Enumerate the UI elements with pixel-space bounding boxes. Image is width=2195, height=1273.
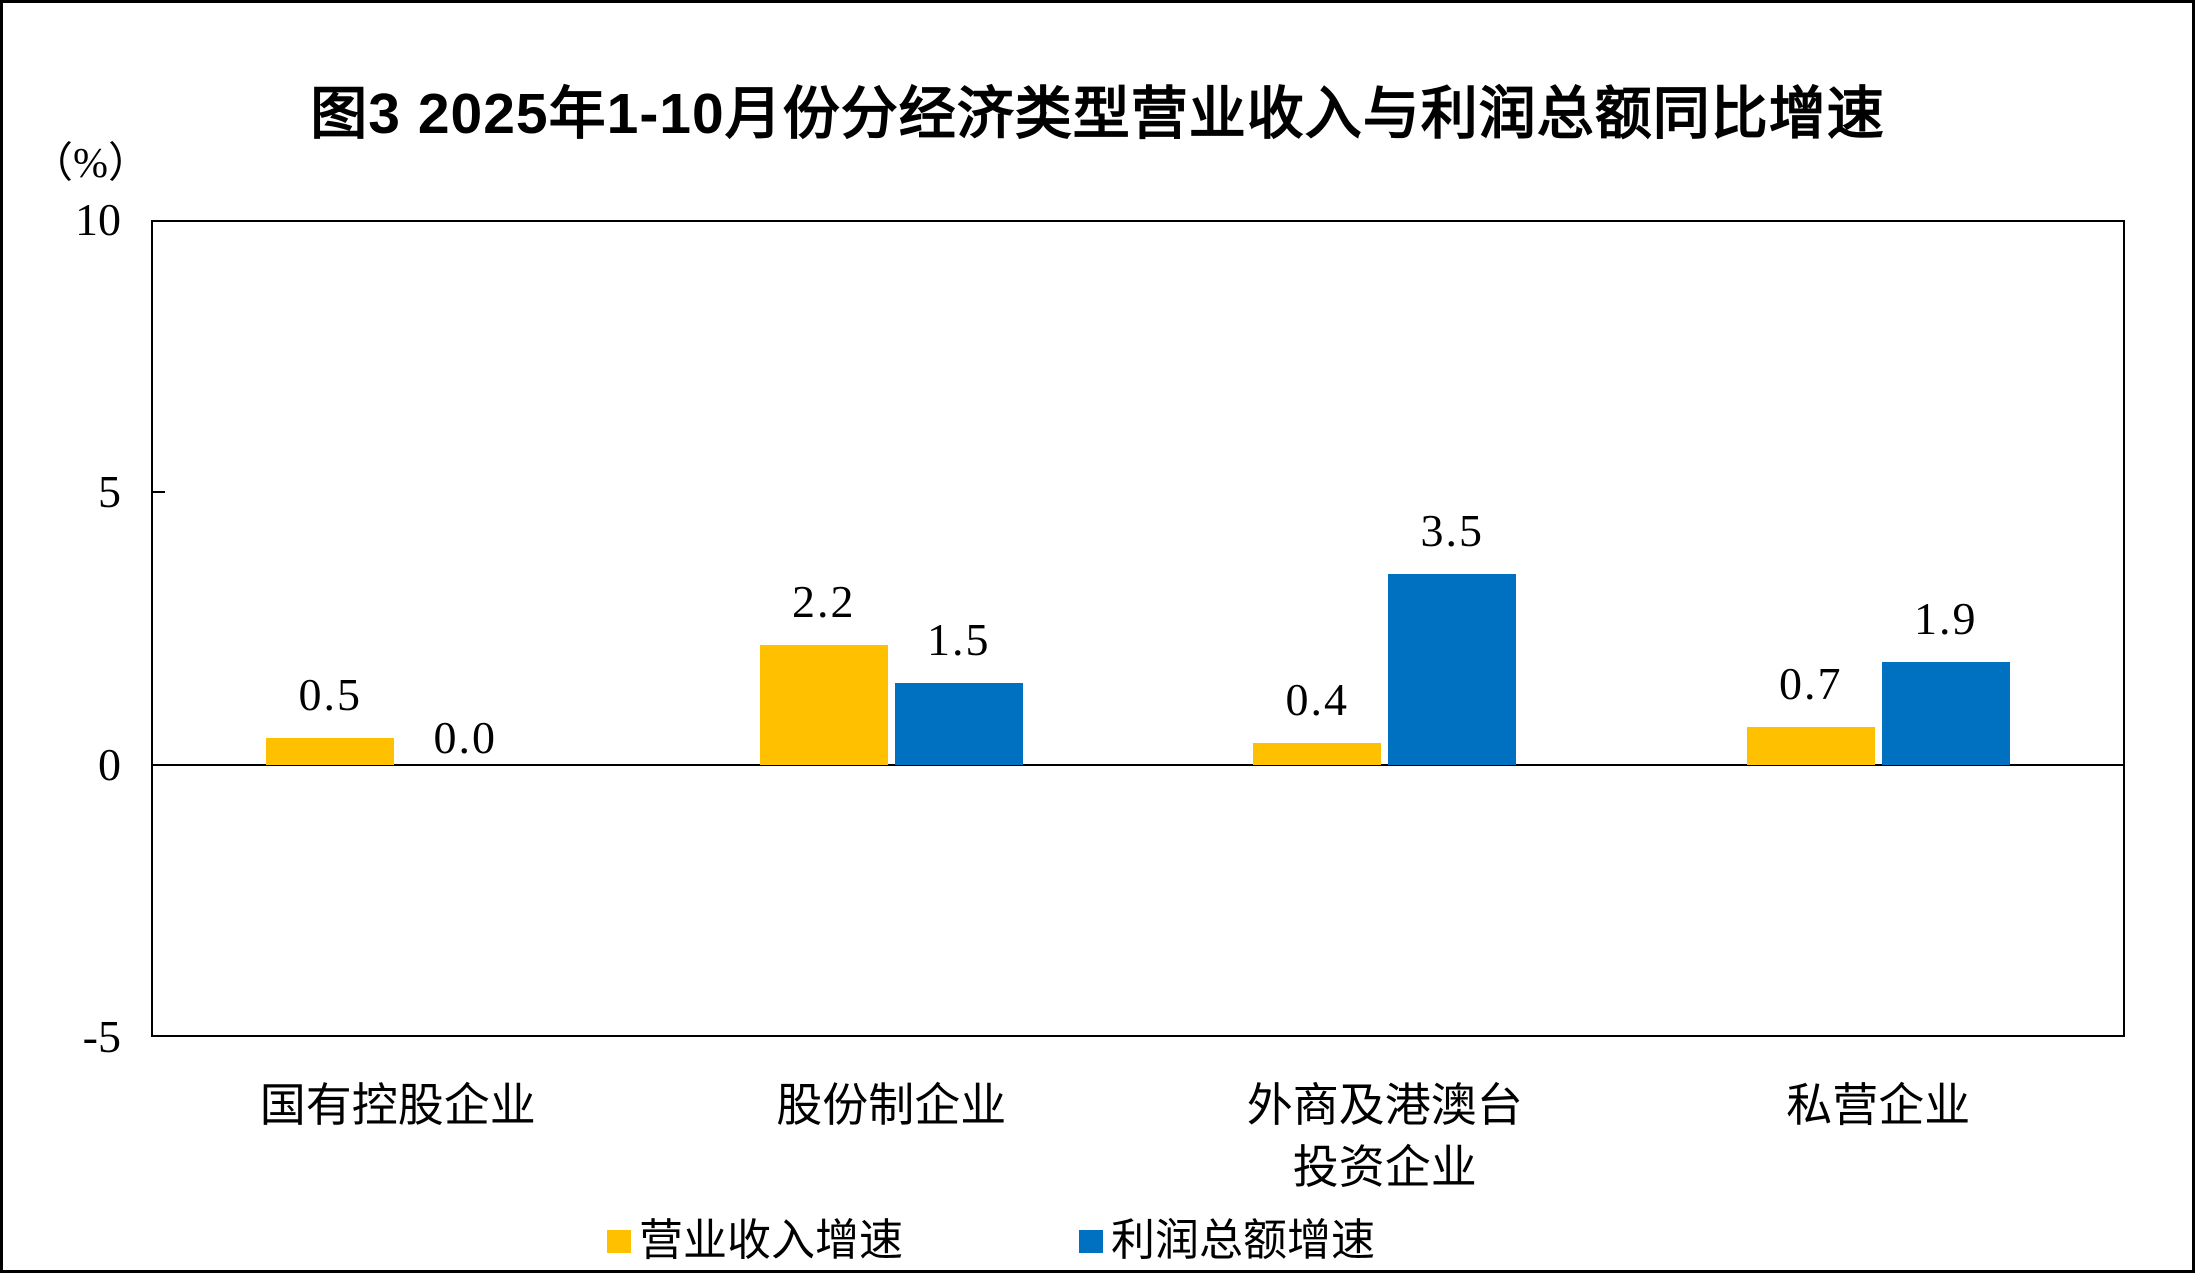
y-axis-tick-label: 10 xyxy=(75,194,121,245)
y-axis-tick-label: -5 xyxy=(82,1011,121,1062)
x-axis-category-label: 股份制企业 xyxy=(776,1080,1007,1131)
revenue-growth-bar xyxy=(1253,742,1382,765)
profit-growth-bar xyxy=(1388,573,1517,765)
chart-title: 图3 2025年1-10月份分经济类型营业收入与利润总额同比增速 xyxy=(310,82,1885,146)
plot-area xyxy=(151,220,2125,1037)
x-axis-category-label: 外商及港澳台 投资企业 xyxy=(1246,1080,1523,1193)
legend-swatch-profit-growth xyxy=(1079,1229,1103,1253)
legend-item-profit-growth: 利润总额增速 xyxy=(1079,1219,1375,1263)
bar-value-label: 0.7 xyxy=(1779,657,1843,709)
x-axis-category-label: 国有控股企业 xyxy=(259,1080,536,1131)
y-axis-tick-label: 5 xyxy=(98,466,121,518)
bar-value-label: 0.4 xyxy=(1285,673,1349,725)
legend-label: 利润总额增速 xyxy=(1111,1216,1375,1265)
y-axis-tick-label: 0 xyxy=(98,738,121,790)
y-axis-tick-mark xyxy=(151,491,165,494)
zero-axis-line xyxy=(151,763,2125,766)
revenue-growth-bar xyxy=(1746,726,1875,765)
profit-growth-bar xyxy=(894,682,1023,765)
legend-swatch-revenue-growth xyxy=(607,1229,631,1253)
bar-value-label: 0.5 xyxy=(298,668,362,720)
legend-label: 营业收入增速 xyxy=(639,1216,903,1265)
bar-value-label: 1.5 xyxy=(927,613,991,665)
profit-growth-bar xyxy=(1881,661,2010,765)
y-axis-unit-label: （%） xyxy=(31,141,150,187)
x-axis-category-label: 私营企业 xyxy=(1786,1080,1971,1131)
legend: 营业收入增速 利润总额增速 xyxy=(607,1213,1375,1269)
bar-value-label: 3.5 xyxy=(1420,504,1484,556)
bar-value-label: 1.9 xyxy=(1914,592,1978,644)
revenue-growth-bar xyxy=(759,644,888,765)
bar-value-label: 2.2 xyxy=(792,575,856,627)
bar-value-label: 0.0 xyxy=(433,711,497,763)
legend-item-revenue-growth: 营业收入增速 xyxy=(607,1219,903,1263)
revenue-growth-bar xyxy=(266,737,395,765)
